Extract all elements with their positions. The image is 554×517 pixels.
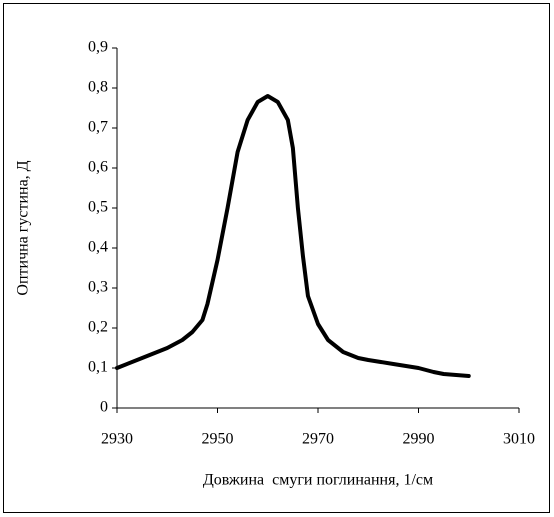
y-tick-label: 0,1 [88, 359, 108, 376]
x-tick-label: 2970 [302, 431, 334, 448]
y-tick-label: 0,3 [88, 279, 108, 296]
y-tick-label: 0,6 [88, 159, 108, 176]
y-tick-label: 0,5 [88, 199, 108, 216]
x-tick-label: 3010 [503, 431, 535, 448]
y-tick-label: 0,2 [88, 319, 108, 336]
x-tick-label: 2950 [202, 431, 234, 448]
y-tick-label: 0,4 [88, 239, 108, 256]
x-tick-label: 2990 [403, 431, 435, 448]
chart-border [3, 3, 550, 513]
y-axis-title: Оптична густина, Д [15, 160, 32, 295]
y-tick-label: 0,9 [88, 39, 108, 56]
x-axis-title: Довжина смуги поглинання, 1/см [203, 472, 433, 489]
x-tick-label: 2930 [101, 431, 133, 448]
y-tick-label: 0,7 [88, 119, 108, 136]
y-tick-label: 0,8 [88, 79, 108, 96]
data-line [115, 94, 471, 378]
y-tick-label: 0 [100, 399, 108, 416]
